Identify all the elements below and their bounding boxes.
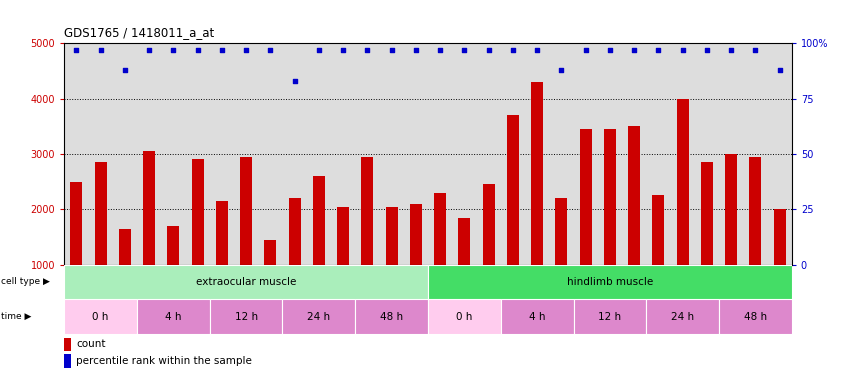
- Bar: [574, 299, 646, 334]
- Point: [360, 47, 374, 53]
- Bar: [774, 209, 786, 265]
- Bar: [646, 299, 719, 334]
- Bar: [143, 151, 155, 265]
- Point: [482, 47, 496, 53]
- Bar: [652, 195, 664, 265]
- Point: [69, 47, 83, 53]
- Point: [312, 47, 325, 53]
- Bar: [288, 198, 300, 265]
- Point: [239, 47, 253, 53]
- Text: time ▶: time ▶: [1, 312, 31, 321]
- Point: [118, 67, 132, 73]
- Bar: [428, 299, 501, 334]
- Text: 48 h: 48 h: [744, 312, 767, 321]
- Point: [288, 78, 301, 84]
- Text: count: count: [76, 339, 105, 349]
- Text: 0 h: 0 h: [92, 312, 109, 321]
- Bar: [64, 265, 428, 299]
- Text: 12 h: 12 h: [598, 312, 621, 321]
- Point: [579, 47, 592, 53]
- Bar: [507, 115, 519, 265]
- Point: [336, 47, 350, 53]
- Point: [264, 47, 277, 53]
- Point: [433, 47, 447, 53]
- Point: [409, 47, 423, 53]
- Bar: [483, 184, 495, 265]
- Text: 24 h: 24 h: [671, 312, 694, 321]
- Point: [724, 47, 738, 53]
- Bar: [749, 157, 762, 265]
- Bar: [385, 207, 398, 265]
- Point: [215, 47, 229, 53]
- Text: cell type ▶: cell type ▶: [1, 278, 50, 286]
- Point: [191, 47, 205, 53]
- Bar: [355, 299, 428, 334]
- Point: [530, 47, 544, 53]
- Bar: [531, 82, 544, 265]
- Bar: [428, 265, 792, 299]
- Bar: [337, 207, 349, 265]
- Point: [675, 47, 689, 53]
- Bar: [216, 201, 228, 265]
- Bar: [719, 299, 792, 334]
- Bar: [701, 162, 713, 265]
- Point: [142, 47, 156, 53]
- Point: [384, 47, 398, 53]
- Point: [457, 47, 471, 53]
- Text: percentile rank within the sample: percentile rank within the sample: [76, 356, 252, 366]
- Text: 4 h: 4 h: [529, 312, 545, 321]
- Bar: [192, 159, 204, 265]
- Point: [700, 47, 714, 53]
- Point: [651, 47, 665, 53]
- Bar: [240, 157, 253, 265]
- Bar: [580, 129, 591, 265]
- Bar: [64, 354, 71, 368]
- Bar: [282, 299, 355, 334]
- Bar: [64, 299, 137, 334]
- Bar: [167, 226, 180, 265]
- Point: [555, 67, 568, 73]
- Point: [603, 47, 616, 53]
- Point: [748, 47, 762, 53]
- Text: 4 h: 4 h: [165, 312, 181, 321]
- Bar: [119, 229, 131, 265]
- Bar: [434, 193, 446, 265]
- Bar: [64, 338, 71, 351]
- Bar: [603, 129, 616, 265]
- Text: extraocular muscle: extraocular muscle: [196, 277, 296, 287]
- Bar: [410, 204, 422, 265]
- Text: 48 h: 48 h: [380, 312, 403, 321]
- Bar: [628, 126, 640, 265]
- Point: [506, 47, 520, 53]
- Bar: [725, 154, 737, 265]
- Text: 24 h: 24 h: [307, 312, 330, 321]
- Bar: [137, 299, 210, 334]
- Text: GDS1765 / 1418011_a_at: GDS1765 / 1418011_a_at: [64, 26, 215, 39]
- Point: [93, 47, 108, 53]
- Point: [773, 67, 787, 73]
- Bar: [556, 198, 568, 265]
- Bar: [94, 162, 107, 265]
- Bar: [210, 299, 282, 334]
- Point: [166, 47, 180, 53]
- Bar: [458, 217, 471, 265]
- Bar: [676, 99, 689, 265]
- Bar: [312, 176, 325, 265]
- Point: [627, 47, 641, 53]
- Bar: [70, 182, 82, 265]
- Bar: [265, 240, 276, 265]
- Bar: [501, 299, 574, 334]
- Text: 12 h: 12 h: [235, 312, 258, 321]
- Text: 0 h: 0 h: [456, 312, 473, 321]
- Text: hindlimb muscle: hindlimb muscle: [567, 277, 653, 287]
- Bar: [361, 157, 373, 265]
